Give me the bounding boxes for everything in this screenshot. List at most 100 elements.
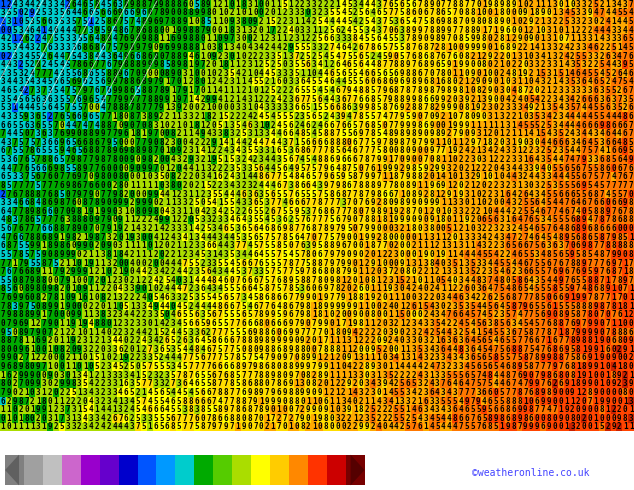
Bar xyxy=(264,164,270,172)
Bar xyxy=(616,345,622,354)
Text: 0: 0 xyxy=(470,112,475,121)
Bar xyxy=(546,147,552,155)
Text: 4: 4 xyxy=(18,103,23,112)
Bar xyxy=(346,52,353,60)
Text: 8: 8 xyxy=(300,147,304,155)
Text: 2: 2 xyxy=(605,422,610,431)
Text: 7: 7 xyxy=(523,336,527,345)
Text: 5: 5 xyxy=(271,216,275,224)
Text: 7: 7 xyxy=(212,396,217,406)
Bar xyxy=(598,293,605,302)
Text: 5: 5 xyxy=(282,0,287,9)
Bar xyxy=(294,250,299,259)
Text: 9: 9 xyxy=(582,155,586,164)
Bar xyxy=(194,86,200,95)
Text: 3: 3 xyxy=(552,121,557,129)
Text: 1: 1 xyxy=(623,422,628,431)
Bar xyxy=(235,371,241,379)
Bar xyxy=(241,181,247,190)
Bar xyxy=(423,371,429,379)
Bar xyxy=(353,34,358,43)
Text: 5: 5 xyxy=(36,103,41,112)
Text: 5: 5 xyxy=(1,103,5,112)
Bar xyxy=(23,69,29,77)
Bar xyxy=(82,43,88,52)
Bar xyxy=(171,0,176,9)
Text: 0: 0 xyxy=(564,388,569,397)
Text: 2: 2 xyxy=(458,224,463,233)
Bar xyxy=(299,216,305,224)
Text: 7: 7 xyxy=(341,86,346,95)
Text: 1: 1 xyxy=(382,172,387,181)
Text: 8: 8 xyxy=(488,138,493,147)
Bar xyxy=(505,354,511,362)
Bar xyxy=(247,43,252,52)
Bar xyxy=(305,371,311,379)
Bar xyxy=(393,155,399,164)
Text: 4: 4 xyxy=(377,396,381,406)
Bar xyxy=(546,17,552,26)
Bar xyxy=(346,328,353,336)
Bar xyxy=(0,397,6,405)
Text: 7: 7 xyxy=(394,155,399,164)
Bar xyxy=(65,224,70,233)
Text: 7: 7 xyxy=(36,155,41,164)
Bar xyxy=(581,311,587,319)
Text: 5: 5 xyxy=(476,336,481,345)
Text: 7: 7 xyxy=(323,147,328,155)
Bar xyxy=(117,336,123,345)
Text: 9: 9 xyxy=(488,86,493,95)
Bar xyxy=(82,121,88,129)
Bar xyxy=(622,388,628,397)
Bar xyxy=(270,112,276,121)
Text: 1: 1 xyxy=(224,121,228,129)
Text: 1: 1 xyxy=(188,233,193,242)
Text: 0: 0 xyxy=(353,198,358,207)
Bar xyxy=(587,362,593,371)
Text: 9: 9 xyxy=(60,379,64,388)
Text: 5: 5 xyxy=(629,60,633,69)
Bar xyxy=(476,95,481,103)
Bar xyxy=(53,43,59,52)
Text: 6: 6 xyxy=(200,396,205,406)
Bar xyxy=(247,414,252,422)
Text: 6: 6 xyxy=(112,17,117,26)
Text: 0: 0 xyxy=(435,121,439,129)
Text: 3: 3 xyxy=(312,60,316,69)
Text: 6: 6 xyxy=(124,25,129,35)
Text: 1: 1 xyxy=(259,86,264,95)
Bar xyxy=(411,103,417,112)
Bar xyxy=(6,69,12,77)
Text: 6: 6 xyxy=(141,25,146,35)
Text: 5: 5 xyxy=(212,405,217,414)
Text: 0: 0 xyxy=(629,319,633,328)
Text: 5: 5 xyxy=(535,310,540,319)
Text: 0: 0 xyxy=(118,164,122,172)
Bar xyxy=(429,155,434,164)
Text: 2: 2 xyxy=(230,112,234,121)
Text: 8: 8 xyxy=(212,379,217,388)
Bar xyxy=(158,345,164,354)
Text: 4: 4 xyxy=(482,310,487,319)
Bar xyxy=(564,121,569,129)
Text: 8: 8 xyxy=(330,190,334,198)
Text: 9: 9 xyxy=(288,43,293,52)
Text: 1: 1 xyxy=(42,267,46,276)
Bar xyxy=(434,414,440,422)
Bar xyxy=(399,354,405,362)
Text: 1: 1 xyxy=(617,362,621,371)
Text: 3: 3 xyxy=(359,388,363,397)
Text: 0: 0 xyxy=(195,172,199,181)
Bar xyxy=(528,121,534,129)
Text: 4: 4 xyxy=(265,69,269,78)
Bar xyxy=(123,9,129,17)
Bar xyxy=(446,172,452,181)
Text: 1: 1 xyxy=(65,319,70,328)
Text: 9: 9 xyxy=(294,207,299,216)
Bar xyxy=(593,138,598,147)
Bar xyxy=(171,69,176,77)
Bar xyxy=(200,26,205,34)
Bar xyxy=(164,371,171,379)
Bar xyxy=(616,397,622,405)
Bar xyxy=(417,371,423,379)
